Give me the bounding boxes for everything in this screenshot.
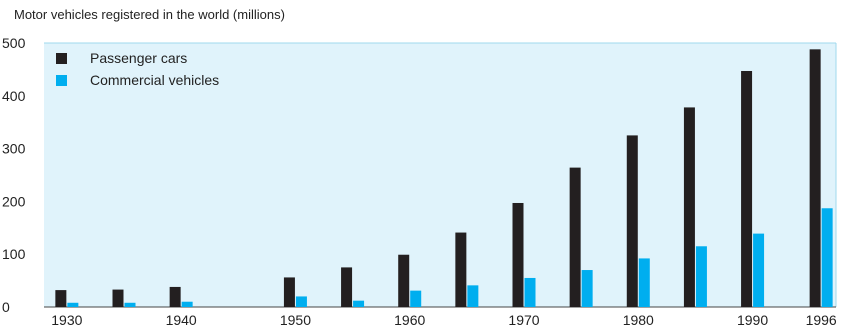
passenger-car-bar — [55, 290, 67, 307]
commercial-vehicle-bar — [410, 290, 422, 307]
legend-label: Passenger cars — [90, 50, 187, 66]
x-tick-label: 1996 — [806, 312, 837, 328]
passenger-car-bar — [112, 289, 124, 307]
commercial-vehicle-bar — [821, 208, 833, 307]
x-tick-label: 1990 — [737, 312, 768, 328]
legend-swatch — [56, 53, 67, 64]
commercial-vehicle-bar — [467, 285, 479, 307]
y-tick-label: 400 — [2, 88, 26, 104]
y-tick-label: 0 — [2, 299, 10, 315]
passenger-car-bar — [169, 286, 181, 307]
commercial-vehicle-bar — [581, 270, 593, 307]
legend-label: Commercial vehicles — [90, 72, 219, 88]
x-tick-label: 1940 — [166, 312, 197, 328]
x-tick-label: 1970 — [508, 312, 539, 328]
passenger-car-bar — [683, 107, 695, 307]
commercial-vehicle-bar — [353, 300, 365, 307]
passenger-car-bar — [569, 167, 581, 307]
passenger-car-bar — [455, 232, 467, 307]
commercial-vehicle-bar — [295, 296, 307, 307]
x-axis-ticks: 1930 1940 1950 1960 1970 1980 1990 1996 — [51, 312, 837, 328]
commercial-vehicle-bar — [638, 258, 650, 307]
x-tick-label: 1930 — [51, 312, 82, 328]
x-tick-label: 1960 — [394, 312, 425, 328]
passenger-car-bar — [809, 49, 821, 307]
passenger-car-bar — [626, 135, 638, 307]
commercial-vehicle-bar — [695, 246, 707, 307]
commercial-vehicle-bar — [524, 277, 536, 307]
commercial-vehicle-bar — [67, 302, 79, 307]
passenger-car-bar — [283, 277, 295, 307]
passenger-car-bar — [741, 70, 753, 307]
passenger-car-bar — [398, 254, 410, 307]
passenger-car-bar — [341, 267, 353, 307]
x-tick-label: 1950 — [280, 312, 311, 328]
y-tick-label: 200 — [2, 193, 26, 209]
x-tick-label: 1980 — [623, 312, 654, 328]
chart-title: Motor vehicles registered in the world (… — [14, 7, 285, 22]
passenger-car-bar — [512, 202, 524, 307]
legend: Passenger cars Commercial vehicles — [56, 50, 219, 88]
y-tick-label: 300 — [2, 141, 26, 157]
y-axis-ticks: 0 100 200 300 400 500 — [2, 35, 26, 315]
y-tick-label: 100 — [2, 246, 26, 262]
commercial-vehicle-bar — [124, 302, 136, 307]
commercial-vehicle-bar — [753, 233, 765, 307]
y-tick-label: 500 — [2, 35, 26, 51]
commercial-vehicle-bar — [181, 301, 193, 307]
legend-swatch — [56, 75, 67, 86]
bars — [55, 49, 833, 307]
